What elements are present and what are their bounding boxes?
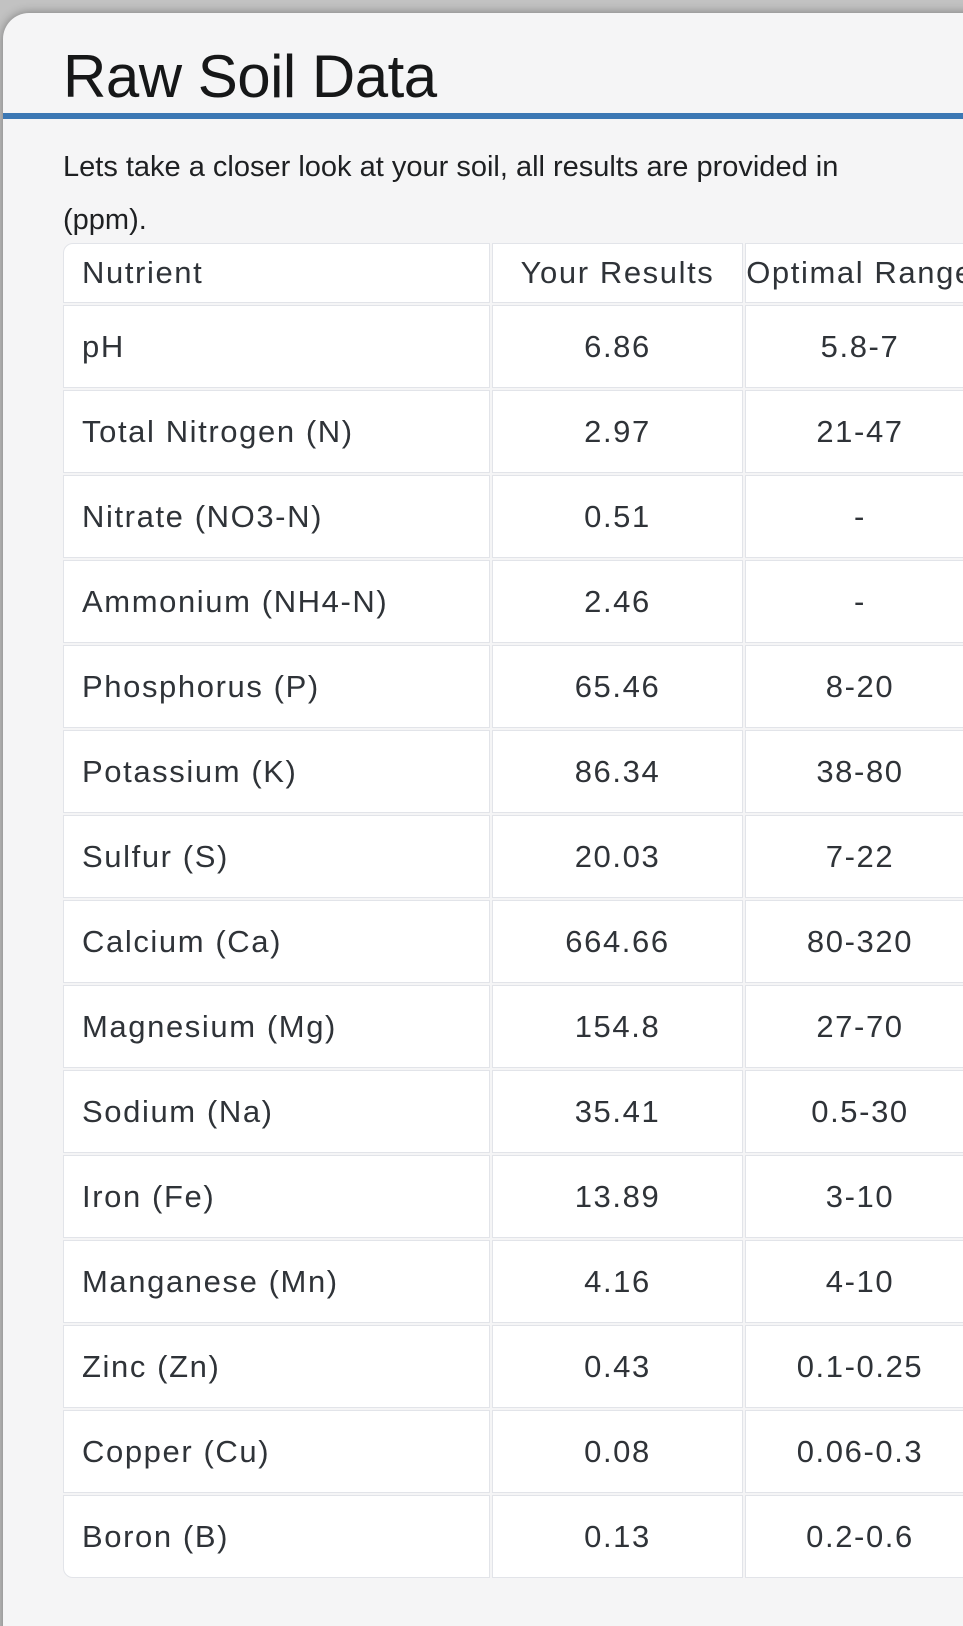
nutrient-cell: Boron (B) bbox=[63, 1495, 490, 1578]
result-cell: 0.08 bbox=[492, 1410, 743, 1493]
table-row: Sulfur (S) 20.03 7-22 bbox=[63, 815, 963, 898]
result-cell: 154.8 bbox=[492, 985, 743, 1068]
optimal-range-cell: 0.06-0.3 bbox=[745, 1410, 963, 1493]
result-cell: 664.66 bbox=[492, 900, 743, 983]
result-cell: 2.46 bbox=[492, 560, 743, 643]
table-row: Ammonium (NH4-N) 2.46- bbox=[63, 560, 963, 643]
optimal-range-cell: 80-320 bbox=[745, 900, 963, 983]
result-cell: 0.51 bbox=[492, 475, 743, 558]
nutrient-cell: Phosphorus (P) bbox=[63, 645, 490, 728]
soil-results-table: Nutrient Your Results Optimal Range pH 6.… bbox=[61, 241, 963, 1580]
page-title: Raw Soil Data bbox=[63, 43, 437, 110]
nutrient-cell: Nitrate (NO3-N) bbox=[63, 475, 490, 558]
intro-text: Lets take a closer look at your soil, al… bbox=[63, 141, 838, 247]
optimal-range-cell: 3-10 bbox=[745, 1155, 963, 1238]
table-row: Total Nitrogen (N) 2.97 21-47 bbox=[63, 390, 963, 473]
nutrient-cell: pH bbox=[63, 305, 490, 388]
nutrient-cell: Sulfur (S) bbox=[63, 815, 490, 898]
result-cell: 35.41 bbox=[492, 1070, 743, 1153]
table-row: Potassium (K) 86.34 38-80 bbox=[63, 730, 963, 813]
column-header-your-results: Your Results bbox=[492, 243, 743, 303]
nutrient-cell: Manganese (Mn) bbox=[63, 1240, 490, 1323]
optimal-range-cell: - bbox=[745, 560, 963, 643]
optimal-range-cell: 8-20 bbox=[745, 645, 963, 728]
table-row: Copper (Cu) 0.08 0.06-0.3 bbox=[63, 1410, 963, 1493]
optimal-range-cell: 38-80 bbox=[745, 730, 963, 813]
result-cell: 20.03 bbox=[492, 815, 743, 898]
nutrient-cell: Ammonium (NH4-N) bbox=[63, 560, 490, 643]
table-row: Magnesium (Mg) 154.8 27-70 bbox=[63, 985, 963, 1068]
optimal-range-cell: 0.1-0.25 bbox=[745, 1325, 963, 1408]
table-row: Sodium (Na) 35.41 0.5-30 bbox=[63, 1070, 963, 1153]
title-accent-rule bbox=[3, 113, 963, 119]
optimal-range-cell: 0.5-30 bbox=[745, 1070, 963, 1153]
result-cell: 0.13 bbox=[492, 1495, 743, 1578]
intro-line-1: Lets take a closer look at your soil, al… bbox=[63, 151, 839, 183]
table-row: pH 6.86 5.8-7 bbox=[63, 305, 963, 388]
nutrient-cell: Sodium (Na) bbox=[63, 1070, 490, 1153]
nutrient-cell: Iron (Fe) bbox=[63, 1155, 490, 1238]
optimal-range-cell: 0.2-0.6 bbox=[745, 1495, 963, 1578]
intro-line-2: (ppm). bbox=[63, 204, 147, 236]
result-cell: 65.46 bbox=[492, 645, 743, 728]
result-cell: 13.89 bbox=[492, 1155, 743, 1238]
table-row: Iron (Fe) 13.89 3-10 bbox=[63, 1155, 963, 1238]
table-row: Manganese (Mn) 4.16 4-10 bbox=[63, 1240, 963, 1323]
table-row: Calcium (Ca) 664.66 80-320 bbox=[63, 900, 963, 983]
optimal-range-cell: 27-70 bbox=[745, 985, 963, 1068]
raw-soil-data-card: Raw Soil Data Lets take a closer look at… bbox=[3, 13, 963, 1626]
soil-table-body: pH 6.86 5.8-7 Total Nitrogen (N) 2.97 21-47 Ni… bbox=[63, 305, 963, 1578]
nutrient-cell: Copper (Cu) bbox=[63, 1410, 490, 1493]
result-cell: 2.97 bbox=[492, 390, 743, 473]
nutrient-cell: Zinc (Zn) bbox=[63, 1325, 490, 1408]
soil-table-header: Nutrient Your Results Optimal Range bbox=[63, 243, 963, 303]
nutrient-cell: Magnesium (Mg) bbox=[63, 985, 490, 1068]
column-header-optimal-range: Optimal Range bbox=[745, 243, 963, 303]
optimal-range-cell: 5.8-7 bbox=[745, 305, 963, 388]
table-row: Phosphorus (P) 65.46 8-20 bbox=[63, 645, 963, 728]
header-row: Nutrient Your Results Optimal Range bbox=[63, 243, 963, 303]
result-cell: 86.34 bbox=[492, 730, 743, 813]
nutrient-cell: Calcium (Ca) bbox=[63, 900, 490, 983]
table-row: Nitrate (NO3-N) 0.51- bbox=[63, 475, 963, 558]
result-cell: 4.16 bbox=[492, 1240, 743, 1323]
column-header-nutrient: Nutrient bbox=[63, 243, 490, 303]
nutrient-cell: Potassium (K) bbox=[63, 730, 490, 813]
optimal-range-cell: - bbox=[745, 475, 963, 558]
nutrient-cell: Total Nitrogen (N) bbox=[63, 390, 490, 473]
soil-table-container: Nutrient Your Results Optimal Range pH 6.… bbox=[61, 241, 963, 1580]
result-cell: 0.43 bbox=[492, 1325, 743, 1408]
optimal-range-cell: 7-22 bbox=[745, 815, 963, 898]
optimal-range-cell: 4-10 bbox=[745, 1240, 963, 1323]
table-row: Zinc (Zn) 0.43 0.1-0.25 bbox=[63, 1325, 963, 1408]
result-cell: 6.86 bbox=[492, 305, 743, 388]
table-row: Boron (B) 0.13 0.2-0.6 bbox=[63, 1495, 963, 1578]
optimal-range-cell: 21-47 bbox=[745, 390, 963, 473]
